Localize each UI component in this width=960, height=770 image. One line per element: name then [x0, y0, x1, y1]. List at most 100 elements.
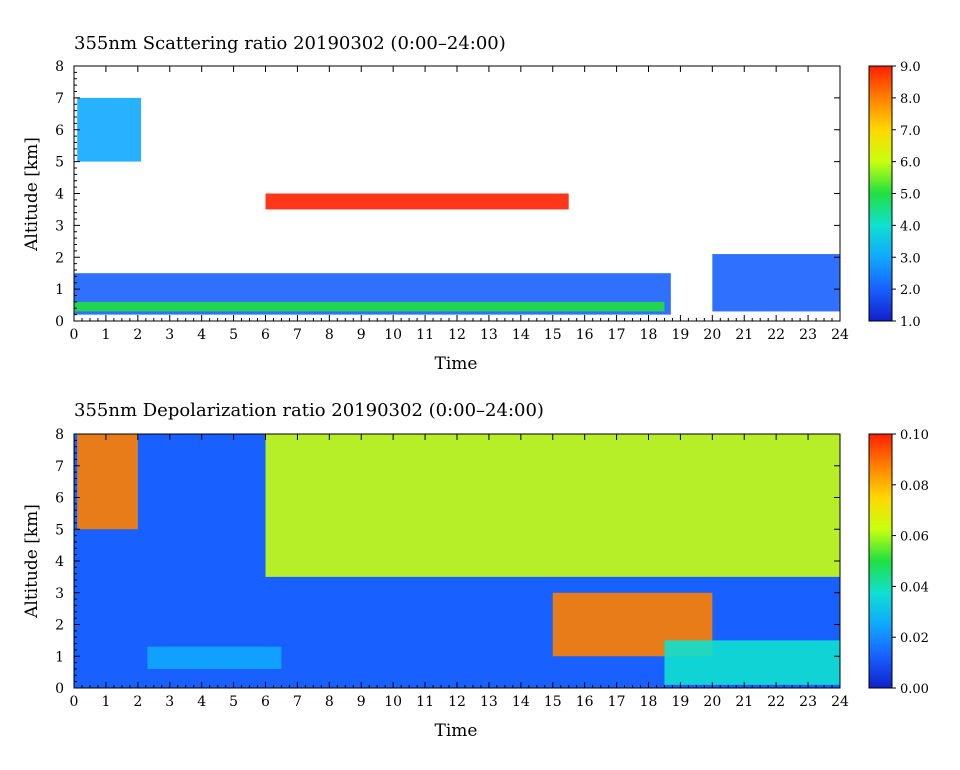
colorbar-tick-label: 6.0	[900, 156, 921, 171]
colorbar-tick-label: 0.00	[900, 682, 929, 697]
x-tick-label: 20	[703, 694, 721, 710]
colorbar-tick-label: 1.0	[900, 315, 921, 330]
x-tick-label: 14	[512, 694, 530, 710]
y-axis-label: Altitude [km]	[22, 504, 42, 619]
x-tick-label: 16	[576, 694, 594, 710]
y-axis-label: Altitude [km]	[22, 137, 42, 252]
colorbar-tick-label: 0.10	[900, 428, 929, 443]
y-tick-label: 0	[55, 314, 64, 330]
y-tick-label: 5	[55, 155, 64, 171]
colorbar: 1.0 2.0 3.0 4.0 5.0 6.0 7.0 8.0 9.0	[868, 60, 921, 330]
x-tick-label: 23	[799, 694, 817, 710]
colorbar-tick-label: 8.0	[900, 92, 921, 107]
x-tick-label: 20	[703, 327, 721, 343]
heatmap-region-cirrus	[77, 97, 142, 162]
heatmap-region-noisy-upper-layer	[265, 434, 840, 577]
x-tick-label: 21	[735, 327, 753, 343]
x-axis-label: Time	[435, 354, 478, 374]
colorbar: 0.00 0.02 0.04 0.06 0.08 0.10	[868, 428, 929, 697]
heatmap-region-mid-cloud-base	[265, 193, 569, 210]
x-tick-label: 23	[799, 327, 817, 343]
y-tick-label: 0	[55, 681, 64, 697]
x-tick-label: 7	[293, 327, 302, 343]
x-tick-label: 6	[261, 327, 270, 343]
colorbar-tick-label: 0.02	[900, 631, 929, 646]
y-tick-label: 6	[55, 123, 64, 139]
colorbar-scale	[868, 433, 893, 689]
colorbar-tick-label: 3.0	[900, 251, 921, 266]
colorbar-scale	[868, 65, 893, 322]
x-tick-label: 15	[544, 694, 562, 710]
scattering-ratio-panel: 355nm Scattering ratio 20190302 (0:00–24…	[22, 33, 921, 374]
heatmap-region-cirrus	[77, 434, 138, 530]
heatmap-region-evening-boundary-layer	[664, 640, 840, 685]
x-tick-label: 19	[672, 694, 690, 710]
x-tick-label: 2	[133, 327, 142, 343]
x-tick-label: 24	[831, 327, 849, 343]
y-tick-label: 7	[55, 459, 64, 475]
x-tick-label: 11	[416, 694, 434, 710]
y-tick-label: 4	[55, 554, 64, 570]
x-tick-label: 8	[325, 694, 334, 710]
x-tick-label: 12	[448, 694, 466, 710]
x-tick-label: 5	[229, 327, 238, 343]
x-tick-label: 0	[70, 694, 79, 710]
x-tick-label: 9	[357, 694, 366, 710]
x-tick-label: 1	[101, 694, 110, 710]
heatmap-plot-area: 0 1 2 3 4 5 6 7 8 9 10 11 12 13 14 15 16 17 18 19 20 21 22 23 24…	[55, 59, 849, 343]
x-tick-label: 4	[197, 327, 206, 343]
y-tick-label: 8	[55, 427, 64, 443]
y-tick-label: 3	[55, 586, 64, 602]
x-tick-label: 2	[133, 694, 142, 710]
colorbar-tick-label: 7.0	[900, 124, 921, 139]
x-tick-label: 8	[325, 327, 334, 343]
x-tick-label: 16	[576, 327, 594, 343]
y-tick-label: 8	[55, 59, 64, 75]
x-tick-label: 22	[767, 327, 785, 343]
chart-title: 355nm Scattering ratio 20190302 (0:00–24…	[74, 33, 506, 54]
x-tick-label: 3	[165, 694, 174, 710]
x-tick-label: 19	[672, 327, 690, 343]
x-tick-label: 1	[101, 327, 110, 343]
colorbar-tick-label: 9.0	[900, 60, 921, 75]
x-tick-label: 18	[640, 694, 658, 710]
y-tick-label: 6	[55, 491, 64, 507]
x-tick-label: 22	[767, 694, 785, 710]
y-tick-label: 1	[55, 282, 64, 298]
colorbar-tick-label: 4.0	[900, 219, 921, 234]
chart-title: 355nm Depolarization ratio 20190302 (0:0…	[74, 400, 544, 421]
x-tick-label: 17	[608, 327, 626, 343]
x-tick-label: 13	[480, 694, 498, 710]
colorbar-tick-label: 2.0	[900, 283, 921, 298]
depolarization-ratio-panel: 355nm Depolarization ratio 20190302 (0:0…	[22, 400, 929, 741]
heatmap-region-low-aerosol	[147, 646, 282, 669]
y-tick-label: 5	[55, 522, 64, 538]
x-tick-label: 17	[608, 694, 626, 710]
colorbar-tick-label: 0.04	[900, 580, 929, 595]
x-tick-label: 21	[735, 694, 753, 710]
x-tick-label: 4	[197, 694, 206, 710]
x-axis-label: Time	[435, 721, 478, 741]
x-tick-label: 13	[480, 327, 498, 343]
x-tick-label: 18	[640, 327, 658, 343]
x-tick-label: 3	[165, 327, 174, 343]
x-tick-label: 9	[357, 327, 366, 343]
heatmap-plot-area: 0 1 2 3 4 5 6 7 8 9 10 11 12 13 14 15 16 17 18 19 20 21 22 23 24…	[55, 427, 849, 710]
x-tick-label: 6	[261, 694, 270, 710]
y-tick-label: 7	[55, 91, 64, 107]
x-tick-label: 11	[416, 327, 434, 343]
x-tick-label: 10	[384, 694, 402, 710]
x-tick-label: 7	[293, 694, 302, 710]
x-tick-label: 12	[448, 327, 466, 343]
y-tick-label: 2	[55, 250, 64, 266]
x-tick-label: 14	[512, 327, 530, 343]
x-tick-label: 5	[229, 694, 238, 710]
colorbar-tick-label: 0.06	[900, 530, 929, 545]
y-tick-label: 1	[55, 649, 64, 665]
x-tick-label: 15	[544, 327, 562, 343]
x-tick-label: 10	[384, 327, 402, 343]
colorbar-tick-label: 0.08	[900, 479, 929, 494]
y-tick-label: 2	[55, 618, 64, 634]
heatmap-region-evening-layer	[712, 254, 840, 312]
